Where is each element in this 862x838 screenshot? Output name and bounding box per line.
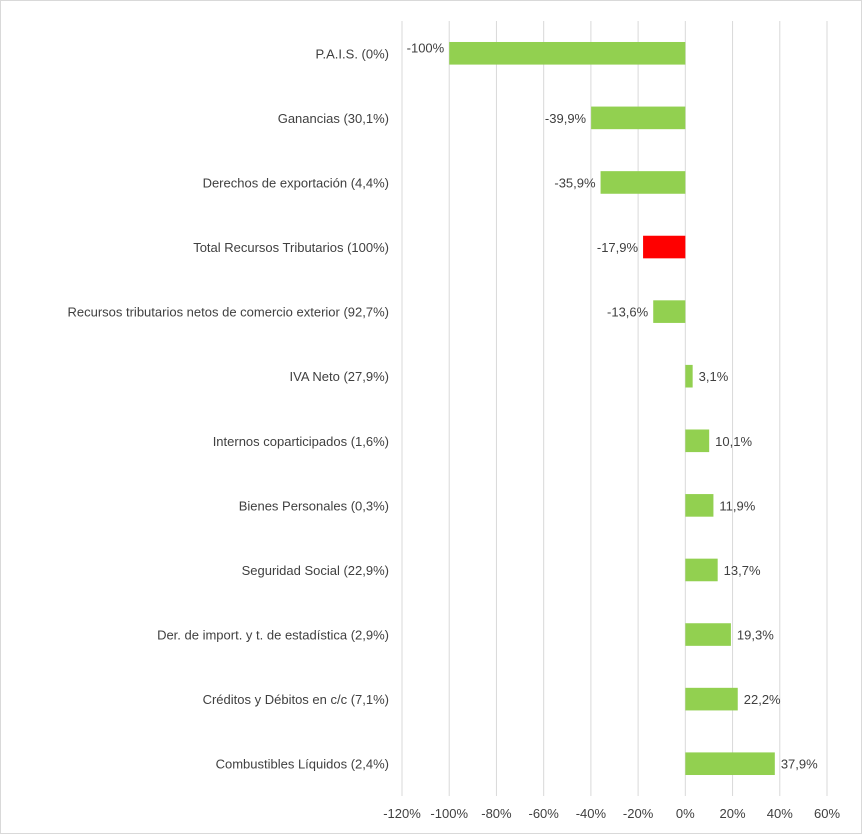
bar (685, 364, 693, 388)
category-label: Internos coparticipados (1,6%) (213, 434, 389, 449)
category-label: P.A.I.S. (0%) (316, 46, 389, 61)
category-label: Seguridad Social (22,9%) (242, 563, 389, 578)
category-label: Derechos de exportación (4,4%) (203, 175, 389, 190)
category-label: Ganancias (30,1%) (278, 111, 389, 126)
data-label: 22,2% (744, 692, 781, 707)
labels: -120% -100% -80% -60% -40% -20% 0% 20% 40% 60% P.A… (67, 40, 840, 821)
x-tick-label: -100% (430, 806, 468, 821)
category-label: Total Recursos Tributarios (100%) (193, 240, 389, 255)
category-label: Combustibles Líquidos (2,4%) (216, 757, 389, 772)
data-label: 13,7% (724, 563, 761, 578)
bar (643, 235, 686, 259)
data-label: -13,6% (607, 305, 649, 320)
category-label: IVA Neto (27,9%) (290, 369, 389, 384)
bar (685, 752, 775, 776)
x-tick-label: 20% (720, 806, 746, 821)
data-label: 11,9% (719, 498, 755, 513)
bar (653, 300, 686, 323)
category-label: Der. de import. y t. de estadística (2,9… (157, 628, 389, 643)
x-tick-label: 60% (814, 806, 840, 821)
data-label: 3,1% (699, 369, 729, 384)
bar (685, 494, 714, 517)
data-label: 19,3% (737, 628, 774, 643)
x-tick-label: 40% (767, 806, 793, 821)
x-tick-label: -20% (623, 806, 654, 821)
x-tick-label: -120% (383, 806, 421, 821)
bar (591, 106, 686, 130)
bar (685, 429, 710, 453)
data-label: 10,1% (715, 434, 752, 449)
data-label: -17,9% (597, 240, 639, 255)
bars (449, 41, 775, 776)
x-tick-label: -60% (528, 806, 559, 821)
x-tick-label: -40% (576, 806, 607, 821)
data-label: -39,9% (545, 111, 587, 126)
bar (685, 623, 731, 646)
gridlines (401, 21, 828, 796)
bar (449, 41, 686, 65)
bar (600, 171, 686, 194)
category-label: Recursos tributarios netos de comercio e… (67, 305, 389, 320)
data-label: -100% (407, 40, 445, 55)
data-label: -35,9% (554, 175, 596, 190)
category-label: Créditos y Débitos en c/c (7,1%) (203, 692, 389, 707)
bar (685, 558, 718, 582)
category-label: Bienes Personales (0,3%) (239, 498, 389, 513)
x-tick-label: 0% (676, 806, 695, 821)
data-label: 37,9% (781, 757, 818, 772)
x-tick-label: -80% (481, 806, 512, 821)
bar (685, 687, 738, 711)
